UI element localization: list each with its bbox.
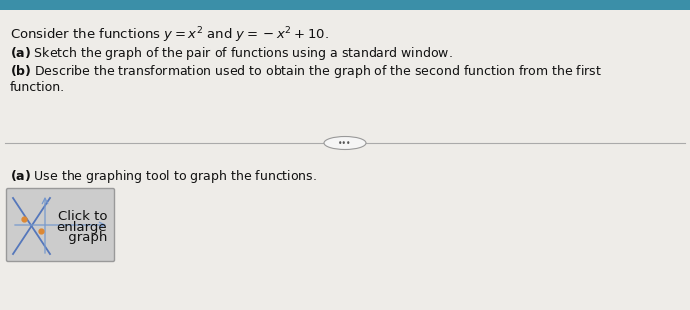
Text: Consider the functions $y=x^2$ and $y=-x^2+10$.: Consider the functions $y=x^2$ and $y=-x…	[10, 25, 329, 45]
Text: Click to: Click to	[57, 210, 107, 223]
Text: $\mathbf{(b)}$ Describe the transformation used to obtain the graph of the secon: $\mathbf{(b)}$ Describe the transformati…	[10, 63, 602, 80]
Bar	[0, 0, 690, 10]
Text: graph: graph	[63, 232, 107, 245]
Text: function.: function.	[10, 81, 65, 94]
Text: enlarge: enlarge	[57, 220, 107, 233]
FancyBboxPatch shape	[6, 188, 115, 262]
Text: •••: •••	[338, 139, 352, 148]
Text: $\mathbf{(a)}$ Use the graphing tool to graph the functions.: $\mathbf{(a)}$ Use the graphing tool to …	[10, 168, 317, 185]
Ellipse shape	[324, 136, 366, 149]
Text: $\mathbf{(a)}$ Sketch the graph of the pair of functions using a standard window: $\mathbf{(a)}$ Sketch the graph of the p…	[10, 45, 453, 62]
